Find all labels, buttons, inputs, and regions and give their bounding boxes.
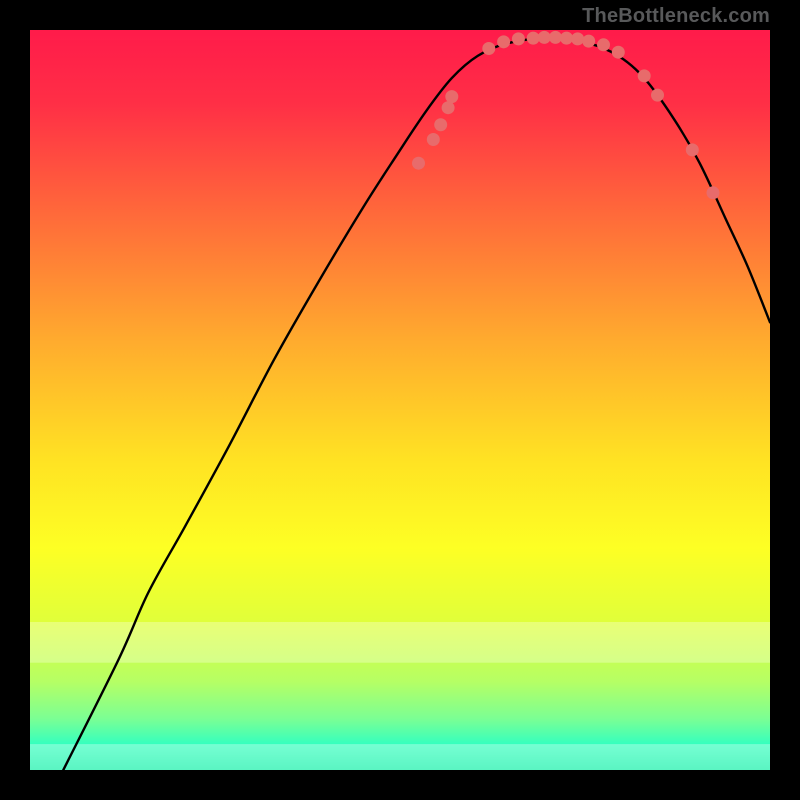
data-marker (512, 32, 525, 45)
data-marker (549, 31, 562, 44)
data-marker (651, 89, 664, 102)
data-marker (538, 31, 551, 44)
data-marker (434, 118, 447, 131)
data-marker (582, 35, 595, 48)
data-marker (445, 90, 458, 103)
data-marker (571, 32, 584, 45)
data-marker (612, 46, 625, 59)
data-marker (560, 32, 573, 45)
data-marker (482, 42, 495, 55)
data-marker (427, 133, 440, 146)
data-marker (686, 143, 699, 156)
chart-plot-area (30, 30, 770, 770)
data-marker (497, 35, 510, 48)
watermark-text: TheBottleneck.com (582, 5, 770, 28)
data-marker (412, 157, 425, 170)
data-marker (442, 101, 455, 114)
data-marker (638, 69, 651, 82)
bottleneck-curve (63, 38, 770, 770)
data-marker (707, 186, 720, 199)
chart-svg-overlay (30, 30, 770, 770)
data-marker (597, 38, 610, 51)
data-marker (527, 32, 540, 45)
data-markers (412, 31, 720, 199)
